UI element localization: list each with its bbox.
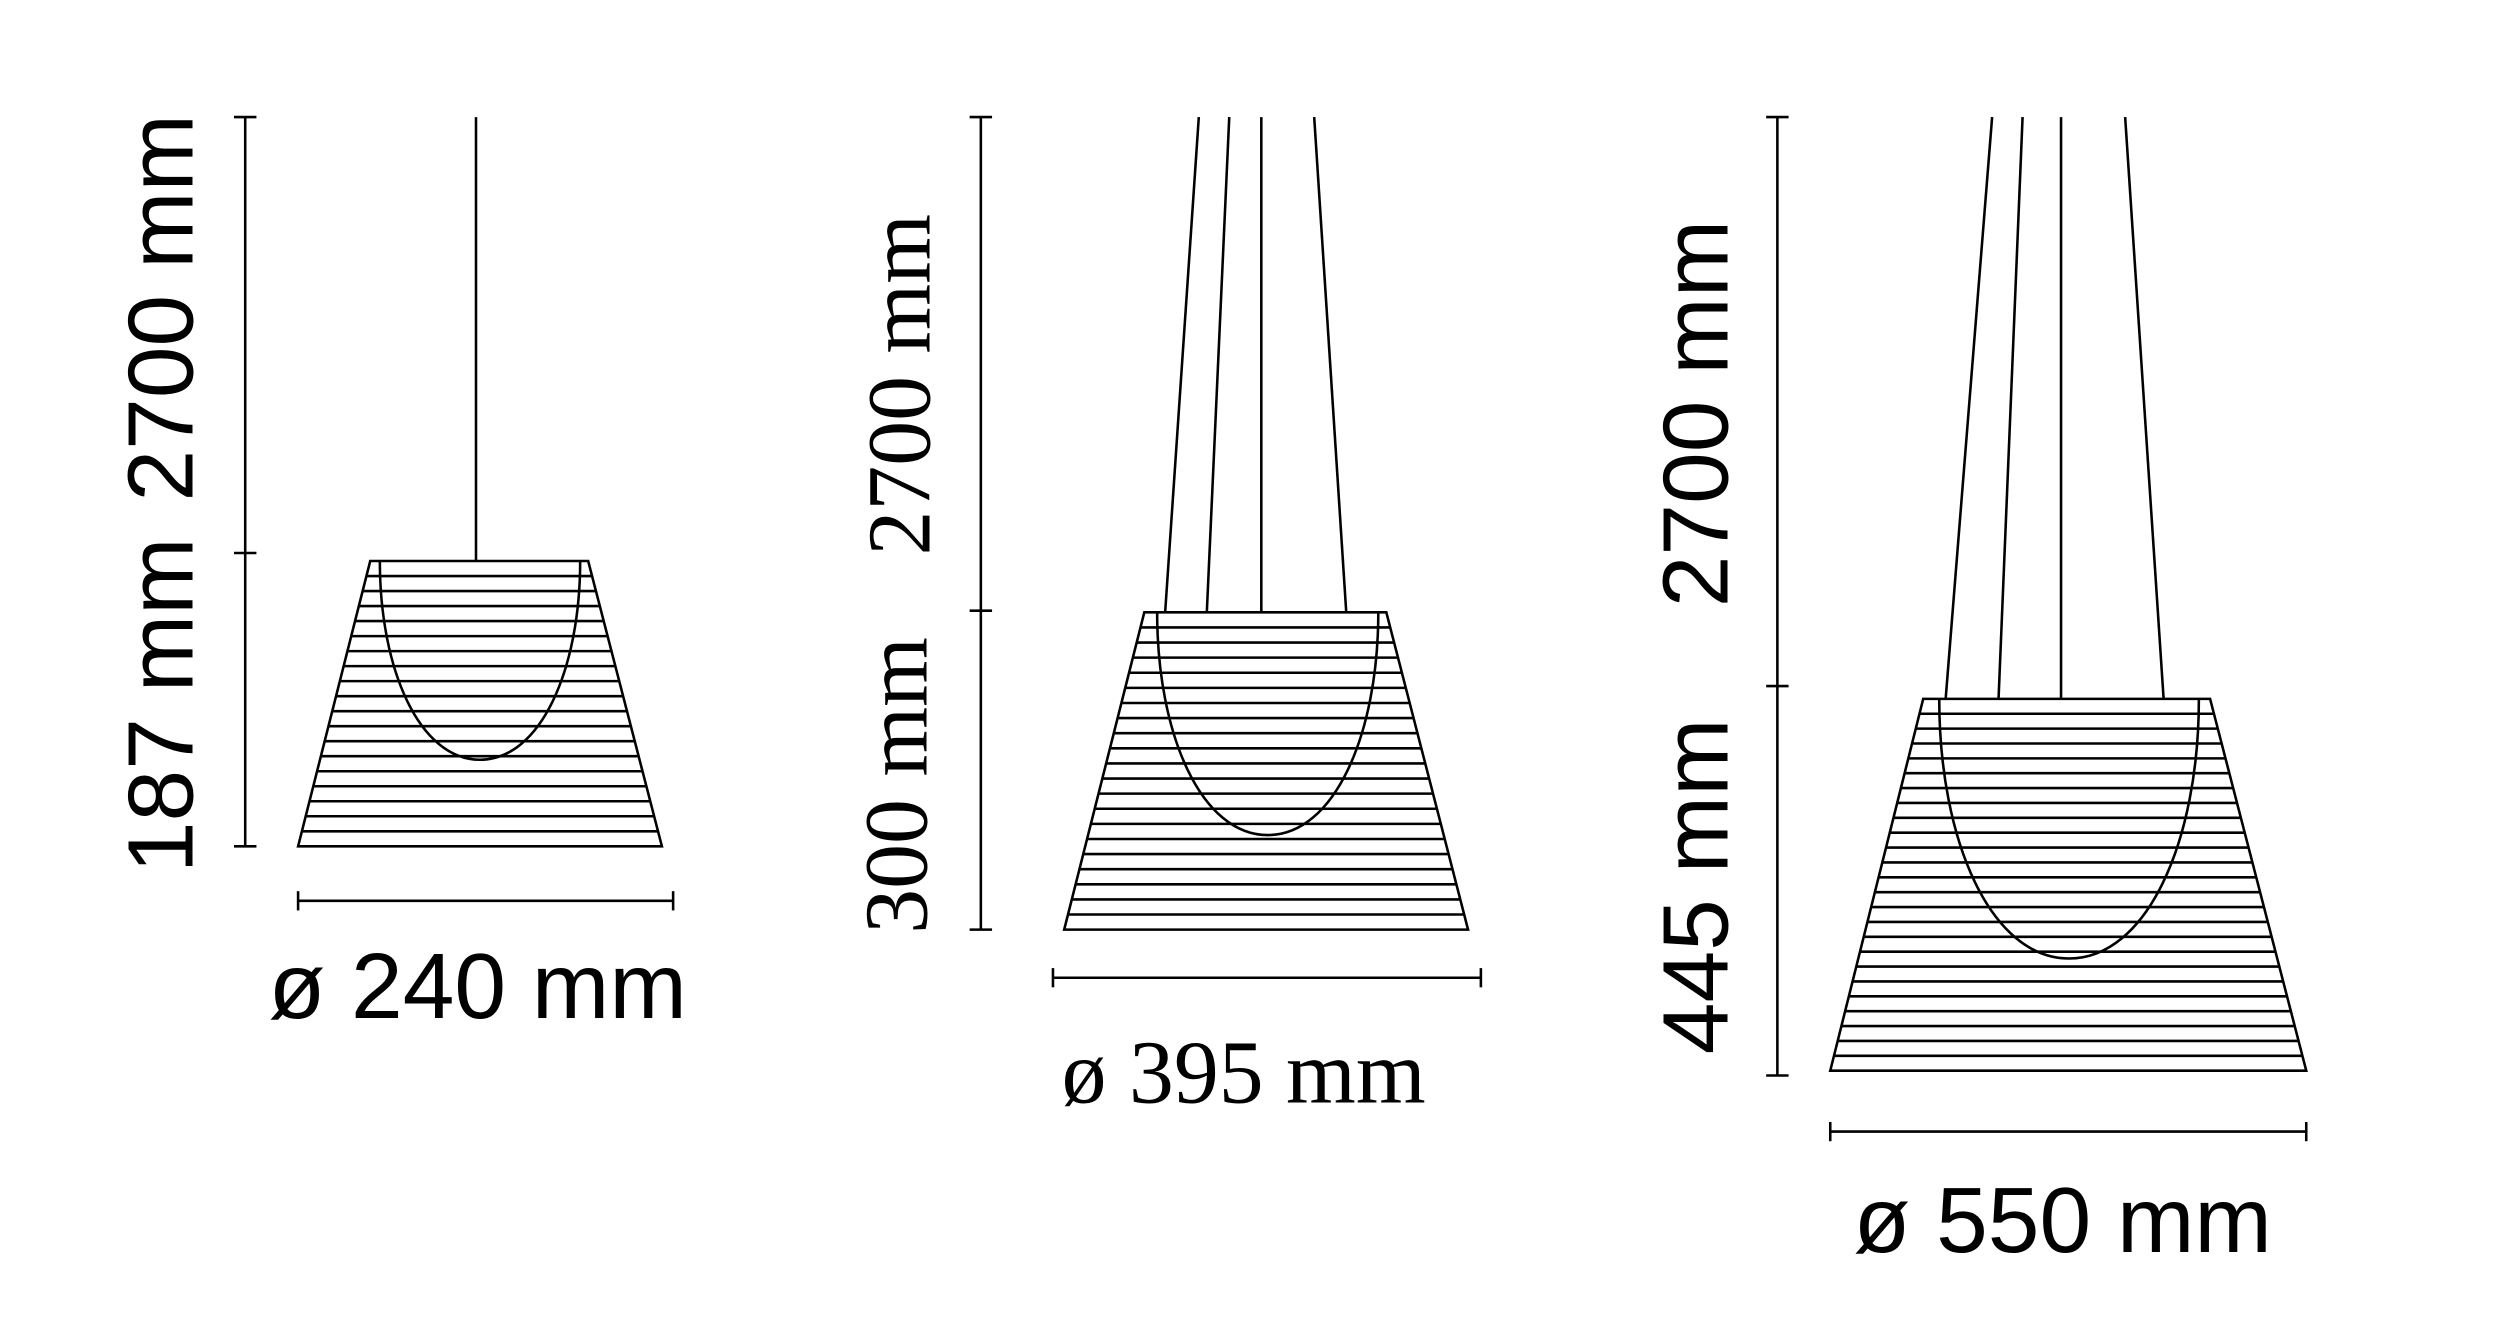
- diameter-label: ø 550 mm: [1853, 1168, 2271, 1272]
- lamp-small: 2700 mm 187 mm ø 240 mm: [108, 114, 686, 1038]
- cable-length-label: 2700 mm: [851, 214, 950, 556]
- height-dimension-line: [1766, 115, 1789, 1077]
- shade-outline: [296, 559, 664, 848]
- height-label: 445 mm: [1644, 719, 1748, 1055]
- lampshade: [1828, 697, 2308, 1072]
- diameter-label: ø 395 mm: [1062, 1024, 1426, 1123]
- diameter-label: ø 240 mm: [268, 934, 686, 1038]
- shade-outline: [1062, 611, 1470, 931]
- height-label: 187 mm: [108, 537, 212, 873]
- height-dimension-line: [233, 115, 257, 848]
- width-dimension-line: [296, 891, 675, 911]
- bulb-outline: [1155, 612, 1380, 837]
- lampshade: [296, 559, 664, 848]
- lampshade: [1062, 611, 1470, 931]
- cable-length-label: 2700 mm: [108, 114, 212, 501]
- lamp-large: 2700 mm 445 mm ø 550 mm: [1644, 115, 2308, 1272]
- height-label: 300 mm: [847, 637, 946, 934]
- cable-length-label: 2700 mm: [1644, 220, 1748, 607]
- shade-outline: [1828, 697, 2308, 1072]
- suspension-cables: [1163, 116, 1348, 613]
- height-dimension-line: [969, 115, 993, 931]
- lamp-medium: 2700 mm 300 mm ø 395 mm: [847, 115, 1483, 1123]
- width-dimension-line: [1828, 1121, 2308, 1142]
- width-dimension-line: [1051, 968, 1483, 988]
- bulb-outline: [1937, 698, 2201, 960]
- suspension-cables: [1944, 116, 2165, 699]
- bulb-outline: [378, 561, 582, 762]
